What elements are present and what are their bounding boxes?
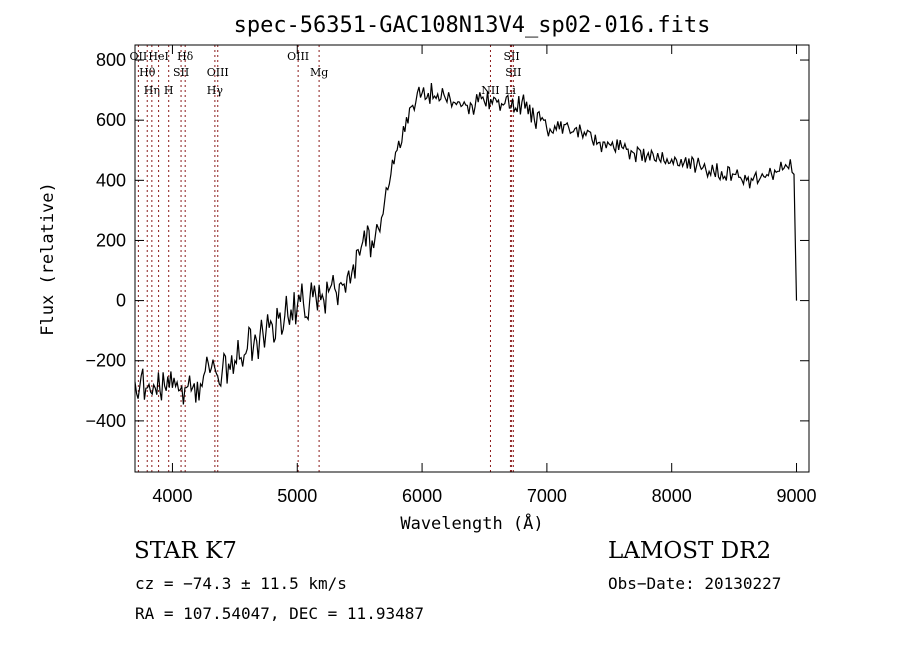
line-marker-label: H	[164, 84, 174, 97]
line-marker-label: Hγ	[207, 84, 224, 97]
x-tick-label: 4000	[152, 486, 192, 506]
y-axis: −400 −200 0 200 400 600 800	[85, 50, 809, 431]
chart-title: spec-56351-GAC108N13V4_sp02-016.fits	[234, 13, 711, 38]
line-marker-label: OIII	[207, 66, 229, 79]
line-marker-label: Hη	[144, 84, 160, 97]
line-marker-label: NII	[481, 84, 499, 97]
ra-dec: RA = 107.54047, DEC = 11.93487	[135, 604, 424, 623]
x-axis: 4000 5000 6000 7000 8000 9000	[152, 45, 817, 506]
y-tick-label: 200	[96, 230, 126, 250]
x-axis-label: Wavelength (Å)	[400, 512, 543, 534]
line-marker-label: SII	[173, 66, 189, 79]
line-marker-label: SII	[503, 50, 519, 63]
spectrum-line	[134, 83, 798, 405]
x-tick-label: 6000	[402, 486, 442, 506]
plot-frame	[134, 44, 810, 473]
line-marker-label: OIII	[287, 50, 309, 63]
y-tick-label: 600	[96, 110, 126, 130]
line-marker-label: Li	[505, 84, 516, 97]
obs-date: Obs−Date: 20130227	[608, 574, 782, 593]
line-marker-label: OII	[130, 50, 148, 63]
line-marker-label: Mg	[310, 66, 328, 79]
x-tick-label: 9000	[776, 486, 816, 506]
y-tick-label: −400	[85, 411, 126, 431]
y-tick-label: 400	[96, 170, 126, 190]
y-tick-label: −200	[85, 351, 126, 371]
line-marker-label: Hθ	[139, 66, 156, 79]
y-tick-label: 800	[96, 50, 126, 70]
x-tick-label: 8000	[652, 486, 692, 506]
survey-name: LAMOST DR2	[608, 538, 772, 564]
line-marker-label: Hδ	[177, 50, 194, 63]
x-tick-label: 5000	[277, 486, 317, 506]
object-class: STAR K7	[134, 538, 237, 564]
line-marker-label: SII	[505, 66, 521, 79]
redshift-text: cz = −74.3 ± 11.5 km/s	[135, 574, 347, 593]
x-tick-label: 7000	[527, 486, 567, 506]
line-marker-label: HeI	[148, 50, 168, 63]
y-tick-label: 0	[116, 291, 126, 311]
y-axis-label: Flux (relative)	[38, 182, 58, 336]
